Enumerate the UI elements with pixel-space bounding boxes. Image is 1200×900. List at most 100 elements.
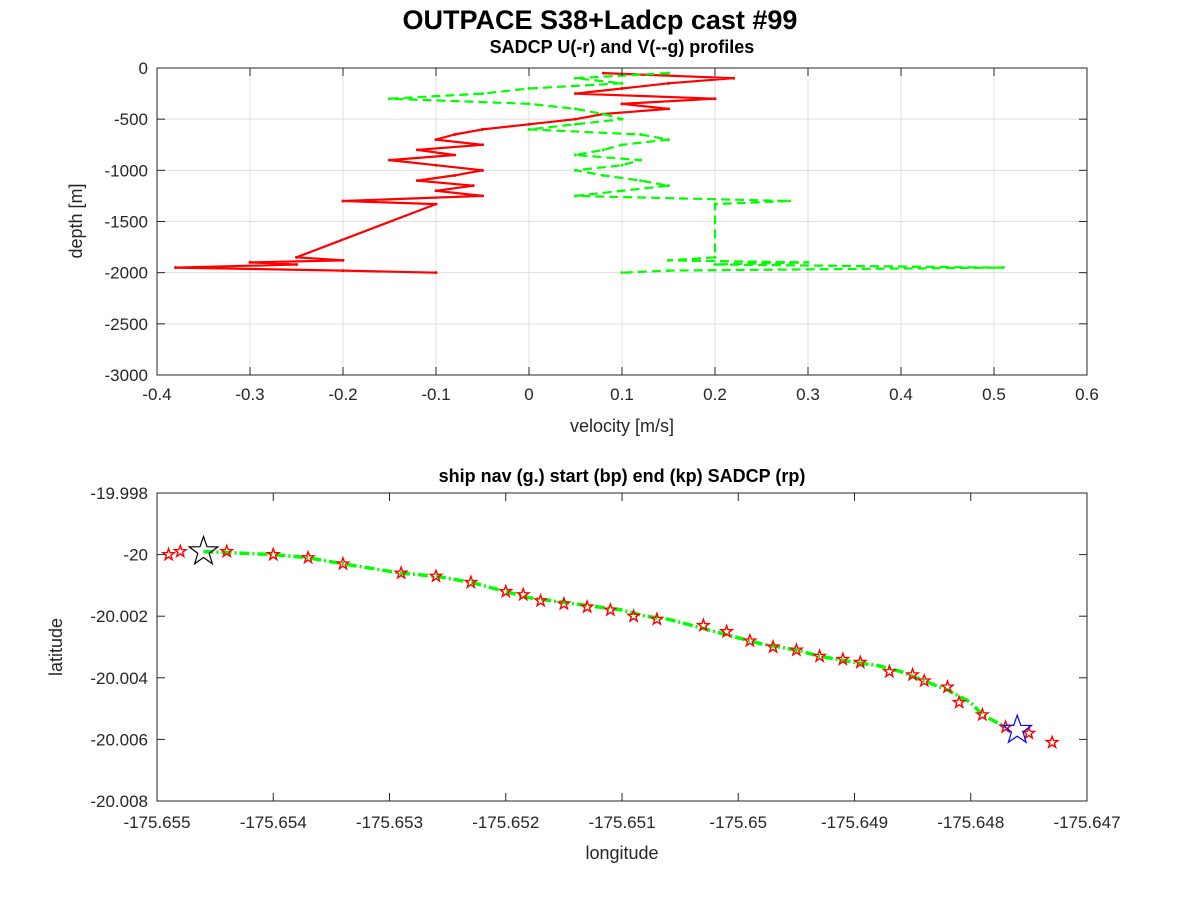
profile-point-v xyxy=(713,255,717,259)
depth-tick-label: -2500 xyxy=(105,315,148,334)
profile-point-u xyxy=(481,168,484,172)
profile-point-u xyxy=(481,194,484,198)
figure-title: OUTPACE S38+Ladcp cast #99 xyxy=(403,5,798,35)
nav-star-sadcp xyxy=(602,601,619,617)
nav-star-sadcp xyxy=(335,555,351,571)
nav-star-sadcp xyxy=(172,543,189,559)
profile-point-v xyxy=(713,262,717,266)
velocity-tick-label: -0.3 xyxy=(235,385,264,404)
profile-point-v xyxy=(388,97,391,101)
profile-point-u xyxy=(248,260,252,264)
profile-point-v xyxy=(601,173,605,177)
profile-point-v xyxy=(620,189,624,193)
profile-point-u xyxy=(574,117,577,121)
nav-star-sadcp xyxy=(625,608,642,623)
profile-point-v xyxy=(574,168,577,172)
ship-nav-ticks: -175.655 -175.654 -175.653 -175.652 -175.651… xyxy=(90,484,1120,832)
profile-point-u xyxy=(601,71,605,75)
nav-star-sadcp xyxy=(218,543,235,559)
profile-point-v xyxy=(667,269,670,273)
profile-point-v xyxy=(667,258,670,262)
longitude-tick-label: -175.652 xyxy=(472,813,539,832)
profile-point-u xyxy=(481,127,484,131)
longitude-axis-label: longitude xyxy=(585,843,658,863)
profile-point-u xyxy=(620,86,624,90)
profile-line-v xyxy=(388,72,1005,274)
profile-point-v xyxy=(667,138,670,142)
nav-star-sadcp xyxy=(904,666,921,682)
velocity-tick-label: -0.4 xyxy=(142,385,171,404)
nav-star-sadcp xyxy=(811,648,828,663)
profile-point-v xyxy=(806,260,810,264)
latitude-tick-label: -19.998 xyxy=(90,484,148,503)
nav-star-sadcp xyxy=(788,641,805,657)
profile-point-u xyxy=(341,258,345,262)
ship-nav-series xyxy=(160,534,1060,749)
nav-star-sadcp xyxy=(393,564,409,580)
profile-point-u xyxy=(434,271,438,275)
longitude-tick-label: -175.649 xyxy=(821,813,888,832)
nav-star-sadcp xyxy=(160,546,177,562)
profile-point-u xyxy=(434,163,438,167)
profile-point-v xyxy=(601,112,605,116)
nav-star-sadcp xyxy=(649,611,665,626)
profile-point-v xyxy=(620,117,624,121)
nav-star-sadcp xyxy=(463,574,479,589)
velocity-tick-label: 0.2 xyxy=(703,385,727,404)
profile-point-v xyxy=(574,194,577,198)
nav-star-sadcp xyxy=(939,678,956,694)
longitude-tick-label: -175.653 xyxy=(356,813,423,832)
depth-tick-label: -1000 xyxy=(105,161,148,180)
profile-point-v xyxy=(667,184,670,188)
latitude-tick-label: -20.002 xyxy=(90,607,148,626)
profile-point-v xyxy=(667,71,670,75)
nav-star-sadcp xyxy=(532,592,549,608)
latitude-axis-label: latitude xyxy=(46,618,66,676)
depth-tick-label: -500 xyxy=(114,110,148,129)
velocity-tick-label: 0.4 xyxy=(889,385,913,404)
nav-star-sadcp xyxy=(579,598,595,614)
profile-point-u xyxy=(434,138,438,142)
velocity-axis-label: velocity [m/s] xyxy=(570,416,674,436)
profile-point-u xyxy=(415,148,419,152)
profile-point-u xyxy=(341,199,345,203)
ship-nav-title: ship nav (g.) start (bp) end (kp) SADCP … xyxy=(439,466,806,486)
longitude-tick-label: -175.654 xyxy=(240,813,307,832)
latitude-tick-label: -20.004 xyxy=(90,669,148,688)
profile-point-u xyxy=(434,202,438,206)
profile-point-v xyxy=(574,107,577,111)
profile-point-u xyxy=(527,122,531,126)
profile-point-v xyxy=(713,202,717,206)
nav-star-sadcp xyxy=(497,583,514,599)
nav-star-end xyxy=(187,534,220,566)
profile-point-v xyxy=(639,158,643,162)
nav-track-ship-nav xyxy=(203,549,1007,729)
nav-star-sadcp xyxy=(718,623,735,639)
velocity-tick-label: 0.6 xyxy=(1075,385,1099,404)
profile-point-u xyxy=(481,143,484,147)
profile-point-v xyxy=(639,179,643,183)
profile-point-u xyxy=(434,189,438,193)
velocity-profile-series xyxy=(174,71,1005,275)
nav-star-sadcp xyxy=(265,546,282,562)
profile-point-u xyxy=(453,153,457,157)
profile-point-v xyxy=(620,271,624,275)
profile-point-v xyxy=(1001,266,1005,270)
ship-nav-panel: ship nav (g.) start (bp) end (kp) SADCP … xyxy=(46,466,1121,863)
depth-tick-label: -3000 xyxy=(105,366,148,385)
profile-point-v xyxy=(787,199,791,203)
profile-point-u xyxy=(174,266,178,270)
profile-point-u xyxy=(620,102,624,106)
nav-star-sadcp xyxy=(428,568,444,583)
profile-point-u xyxy=(341,269,345,273)
profile-point-v xyxy=(639,133,643,137)
longitude-tick-label: -175.648 xyxy=(937,813,1004,832)
latitude-tick-label: -20 xyxy=(123,546,148,565)
depth-tick-label: -1500 xyxy=(105,213,148,232)
profile-point-v xyxy=(574,76,577,80)
velocity-profile-panel: SADCP U(-r) and V(--g) profiles -0.4 -0.3… xyxy=(66,37,1099,436)
nav-star-sadcp xyxy=(1044,734,1060,749)
nav-star-sadcp xyxy=(765,638,781,654)
